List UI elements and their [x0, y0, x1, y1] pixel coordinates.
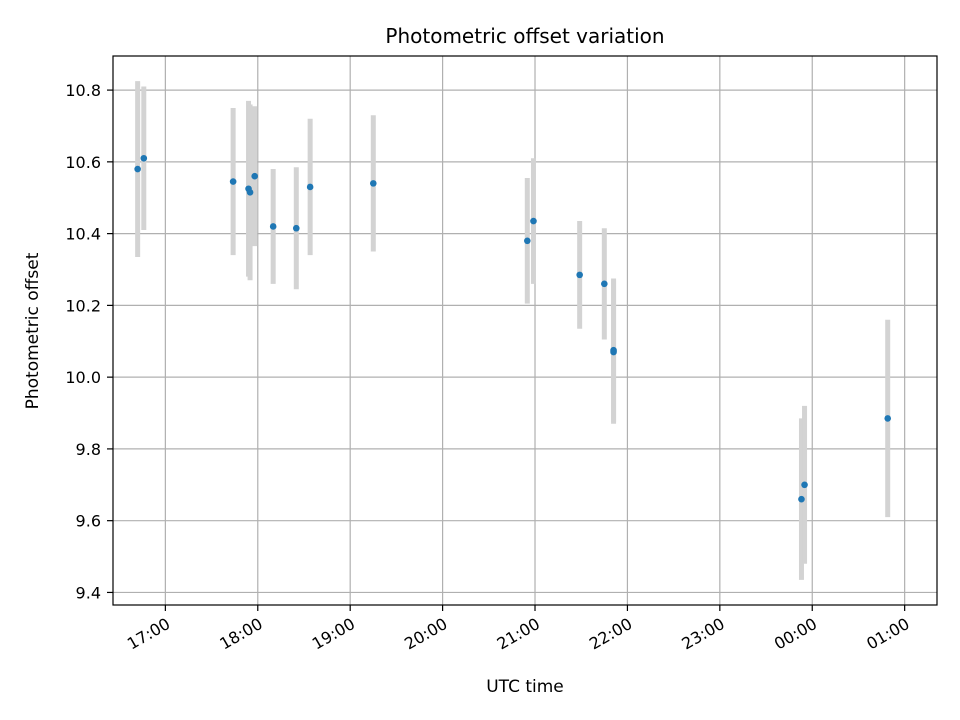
- y-tick-label: 9.8: [76, 440, 101, 459]
- data-point: [229, 178, 237, 185]
- data-point: [530, 217, 537, 225]
- y-tick-label: 10.0: [65, 368, 101, 387]
- data-point: [524, 237, 531, 245]
- data-point: [576, 271, 583, 279]
- y-tick-label: 9.4: [76, 583, 101, 602]
- data-point: [251, 172, 258, 180]
- chart-title: Photometric offset variation: [385, 24, 664, 48]
- data-point: [801, 481, 808, 489]
- data-point: [292, 224, 300, 232]
- y-axis-label: Photometric offset: [23, 252, 43, 409]
- y-tick-label: 10.2: [65, 296, 101, 315]
- data-point: [140, 154, 148, 162]
- y-tick-label: 10.6: [65, 153, 101, 172]
- data-point: [884, 415, 892, 422]
- y-tick-label: 10.8: [65, 81, 101, 100]
- data-point: [369, 180, 377, 187]
- data-point: [610, 348, 617, 356]
- x-axis-label: UTC time: [486, 677, 564, 697]
- data-point: [601, 280, 608, 288]
- y-axis-ticks: 9.4 9.6 9.8 10.0 10.2 10.4 10.6 10.8: [65, 81, 113, 602]
- plot-area-frame: [112, 55, 938, 606]
- data-point: [798, 495, 805, 503]
- y-tick-label: 9.6: [76, 512, 101, 531]
- data-point: [246, 189, 254, 196]
- y-tick-label: 10.4: [65, 225, 101, 244]
- data-point: [134, 165, 141, 173]
- data-point: [269, 223, 277, 230]
- data-points: [134, 154, 892, 503]
- data-point: [306, 183, 314, 191]
